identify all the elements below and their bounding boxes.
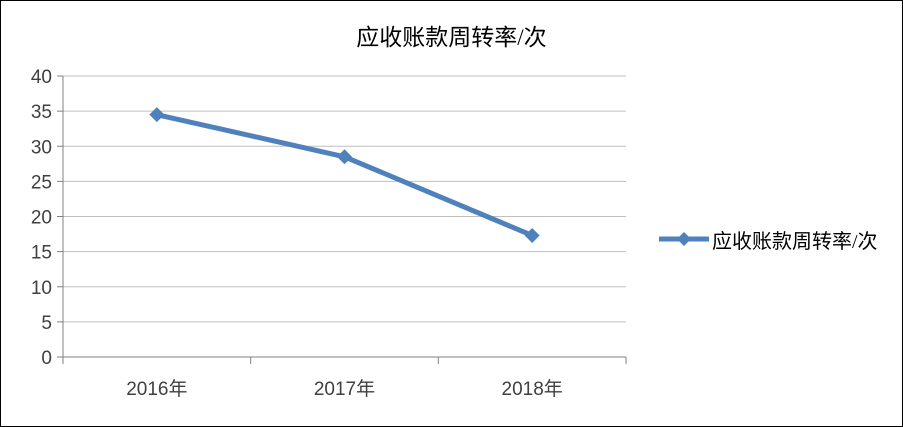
legend-series-label: 应收账款周转率/次 bbox=[712, 230, 878, 253]
y-tick-label: 0 bbox=[41, 348, 52, 369]
y-tick-label: 25 bbox=[31, 172, 52, 193]
y-tick-label: 30 bbox=[31, 137, 52, 158]
legend-line-marker-icon bbox=[659, 232, 709, 246]
series-point-marker bbox=[524, 227, 540, 243]
x-tick-label: 2016年 bbox=[126, 378, 187, 400]
y-tick-label: 10 bbox=[31, 278, 52, 299]
legend-diamond bbox=[677, 232, 691, 246]
y-tick-label: 35 bbox=[31, 102, 52, 123]
series-point-marker bbox=[337, 149, 352, 165]
chart-title: 应收账款周转率/次 bbox=[356, 25, 547, 50]
y-tick-label: 5 bbox=[41, 313, 52, 334]
series-point-marker bbox=[149, 107, 165, 123]
y-tick-label: 15 bbox=[31, 243, 52, 264]
y-tick-label: 20 bbox=[31, 208, 52, 229]
y-tick-label: 40 bbox=[31, 67, 52, 88]
x-tick-label: 2018年 bbox=[502, 378, 563, 400]
x-tick-label: 2017年 bbox=[314, 378, 375, 400]
legend: 应收账款周转率/次 bbox=[658, 226, 878, 253]
series-line bbox=[156, 112, 534, 238]
